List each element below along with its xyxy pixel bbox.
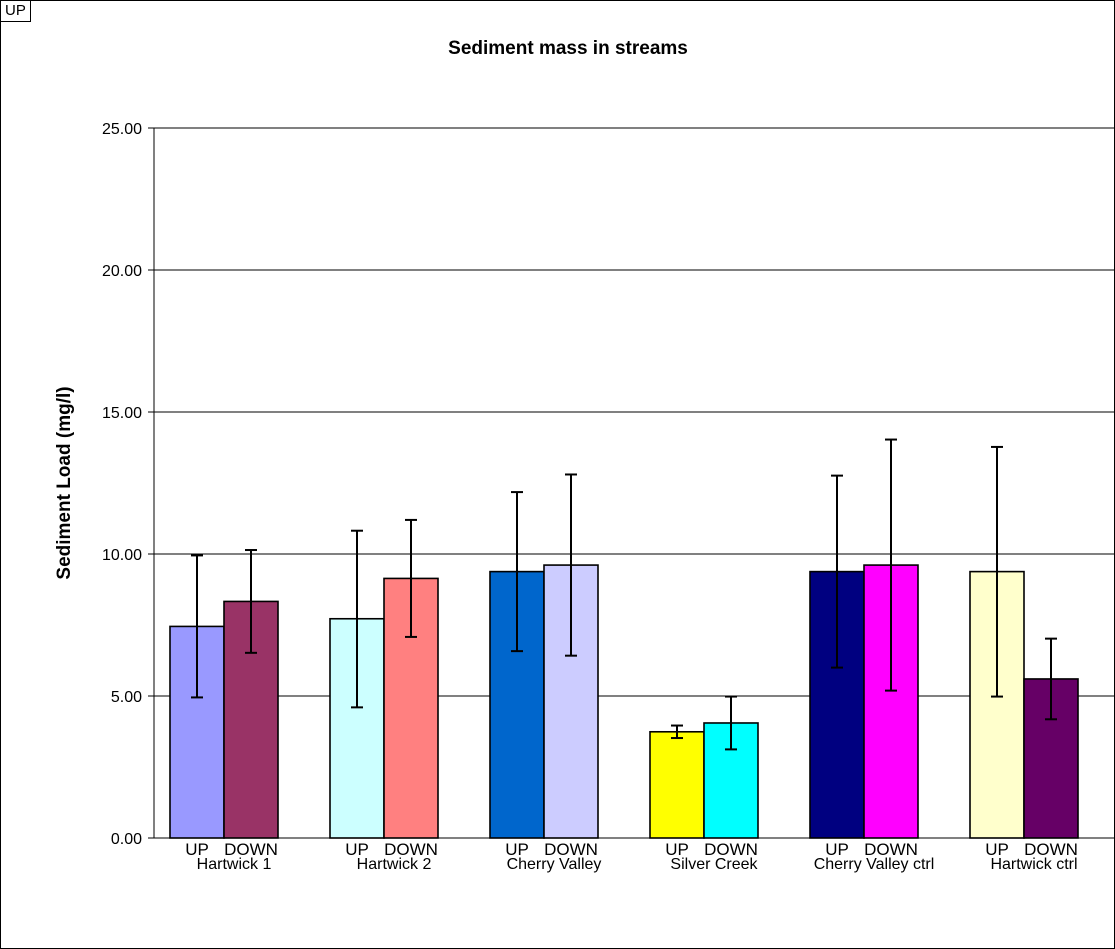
gridlines bbox=[154, 127, 1114, 697]
y-axis-label: Sediment Load (mg/l) bbox=[54, 386, 75, 579]
y-tick-label: 5.00 bbox=[111, 689, 142, 706]
y-tick-label: 20.00 bbox=[102, 263, 142, 280]
corner-label: UP bbox=[1, 1, 31, 22]
y-tick-label: 15.00 bbox=[102, 405, 142, 422]
bar-label: UP bbox=[185, 840, 209, 859]
bar-label: DOWN bbox=[224, 840, 278, 859]
group-label: Hartwick 1 bbox=[197, 856, 272, 873]
bar-label: DOWN bbox=[864, 840, 918, 859]
axes bbox=[148, 127, 1114, 839]
bar-label: DOWN bbox=[704, 840, 758, 859]
bar-label: DOWN bbox=[1024, 840, 1078, 859]
bar-label: UP bbox=[505, 840, 529, 859]
y-tick-label: 25.00 bbox=[102, 121, 142, 138]
chart-title: Sediment mass in streams bbox=[448, 38, 688, 59]
bar-label: UP bbox=[665, 840, 689, 859]
bar-label: DOWN bbox=[384, 840, 438, 859]
y-tick-label: 0.00 bbox=[111, 831, 142, 848]
group-label: Cherry Valley ctrl bbox=[814, 856, 935, 873]
group-label: Hartwick ctrl bbox=[990, 856, 1077, 873]
y-tick-label: 10.00 bbox=[102, 547, 142, 564]
group-label: Silver Creek bbox=[670, 856, 758, 873]
bar-label: UP bbox=[345, 840, 369, 859]
bar-label: DOWN bbox=[544, 840, 598, 859]
bar-label: UP bbox=[825, 840, 849, 859]
error-bars bbox=[191, 438, 1057, 751]
group-label: Cherry Valley bbox=[507, 856, 602, 873]
bar-label: UP bbox=[985, 840, 1009, 859]
y-tick-labels: 0.00 5.00 10.00 15.00 20.00 25.00 bbox=[102, 121, 142, 848]
group-label: Hartwick 2 bbox=[357, 856, 432, 873]
bars bbox=[169, 564, 1079, 839]
bar bbox=[649, 730, 705, 839]
